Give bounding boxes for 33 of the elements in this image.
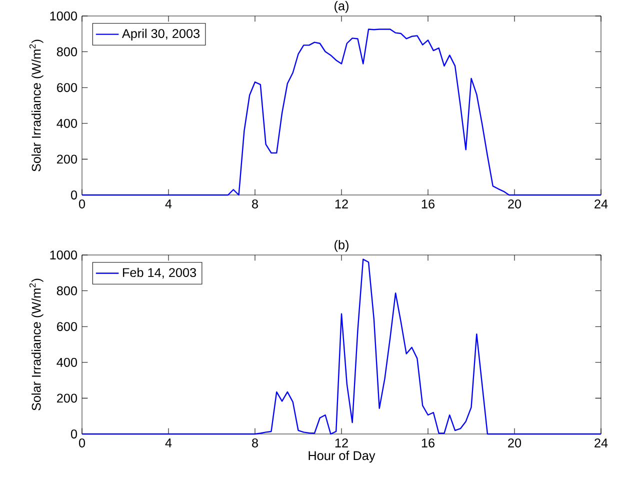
chart-title: (a)	[334, 1, 348, 13]
x-tick-label: 20	[508, 438, 522, 448]
x-tick-label: 8	[252, 438, 258, 448]
y-tick-label: 200	[57, 394, 78, 403]
x-tick-label: 24	[594, 438, 608, 448]
x-tick-label: 12	[335, 438, 348, 448]
x-tick-label: 8	[252, 199, 258, 208]
x-tick-label: 12	[335, 199, 348, 208]
y-tick-label: 800	[56, 47, 78, 56]
y-axis-title: Solar Irradiance (W/m$^{2}$)	[29, 278, 44, 410]
y-axis-title: Solar Irradiance (W/m$^{2}$)	[29, 40, 44, 172]
y-tick-label: 800	[56, 286, 78, 296]
x-axis-title: Hour of Day	[308, 450, 376, 463]
y-tick-label: 600	[57, 322, 78, 332]
y-tick-label: 0	[70, 430, 78, 438]
y-tick-label: 400	[56, 118, 78, 128]
y-tick-label: 600	[57, 83, 78, 92]
x-tick-label: 20	[508, 199, 522, 208]
x-tick-label: 4	[165, 199, 172, 208]
x-tick-label: 16	[422, 438, 434, 448]
x-tick-label: 16	[422, 199, 434, 208]
y-tick-label: 200	[57, 154, 78, 164]
y-tick-label: 0	[70, 190, 78, 200]
y-tick-label: 1000	[50, 250, 78, 260]
x-tick-label: 0	[78, 199, 86, 208]
y-tick-label: 400	[56, 358, 78, 367]
chart-title: (b)	[334, 240, 348, 252]
x-tick-label: 4	[165, 438, 172, 448]
legend-label: April 30, 2003	[122, 28, 200, 41]
x-tick-label: 0	[78, 438, 86, 448]
legend-label: Feb 14, 2003	[122, 268, 196, 279]
y-tick-label: 1000	[50, 12, 78, 20]
x-tick-label: 24	[594, 199, 608, 208]
